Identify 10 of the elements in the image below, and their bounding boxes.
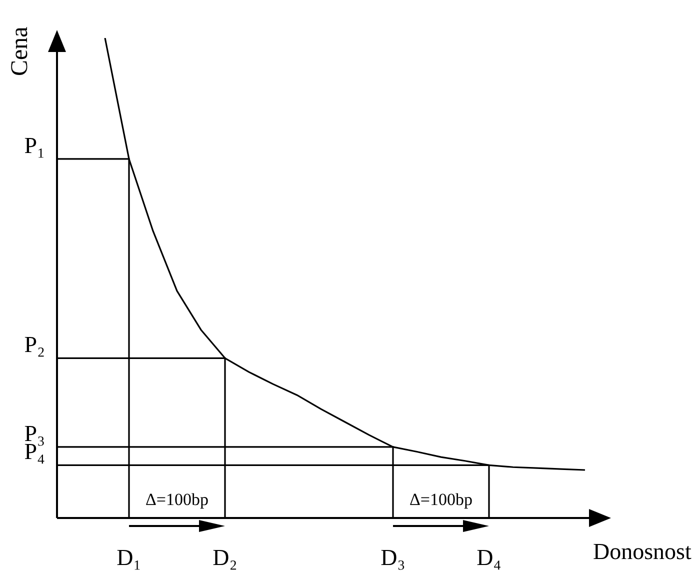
x-tick-label: D₄ xyxy=(476,545,502,570)
text: P₂ xyxy=(24,332,45,358)
annotation: Δ=100bp xyxy=(409,490,473,509)
x-tick-label: D₂ xyxy=(212,545,238,570)
y-axis-title: Cena xyxy=(6,26,34,76)
x-axis-title: Donosnost xyxy=(593,539,692,565)
x-tick-label: D₁ xyxy=(116,545,142,570)
annotation: Δ=100bp xyxy=(145,490,209,509)
x-tick-label: D₃ xyxy=(380,545,406,570)
text: P₁ xyxy=(24,132,45,158)
